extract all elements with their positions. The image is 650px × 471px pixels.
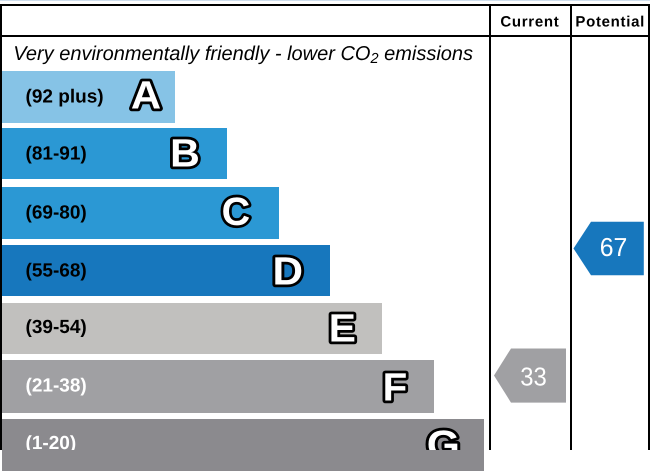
svg-text:33: 33 (520, 361, 547, 391)
svg-text:(69-80): (69-80) (26, 202, 87, 223)
svg-text:Current: Current (500, 13, 559, 30)
svg-text:Very environmentally friendly: Very environmentally friendly - lower CO… (13, 43, 473, 67)
svg-text:G: G (427, 423, 460, 450)
svg-text:(21-38): (21-38) (26, 376, 87, 397)
svg-text:(81-91): (81-91) (26, 144, 87, 165)
svg-text:Potential: Potential (575, 13, 645, 30)
svg-text:D: D (273, 250, 304, 294)
svg-text:(39-54): (39-54) (26, 317, 87, 338)
svg-text:67: 67 (600, 232, 628, 262)
svg-text:A: A (131, 73, 161, 117)
svg-text:(1-20): (1-20) (26, 433, 77, 450)
svg-text:(55-68): (55-68) (26, 260, 87, 281)
svg-text:B: B (170, 132, 200, 176)
svg-text:C: C (222, 190, 251, 234)
svg-text:(92 plus): (92 plus) (26, 87, 104, 108)
svg-text:F: F (383, 366, 408, 410)
svg-text:E: E (329, 307, 356, 351)
